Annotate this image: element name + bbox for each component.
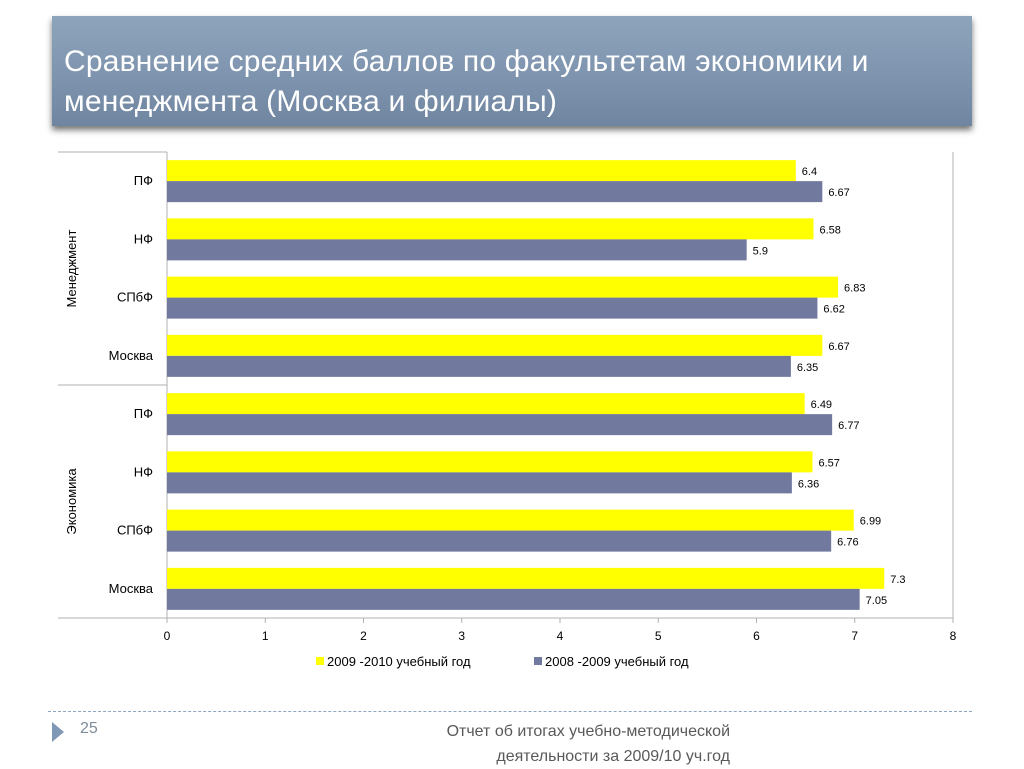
data-label: 6.35 bbox=[797, 362, 818, 374]
data-label: 6.67 bbox=[828, 341, 849, 353]
data-label: 6.83 bbox=[844, 283, 865, 295]
bar bbox=[167, 160, 796, 182]
x-tick-label: 8 bbox=[950, 629, 957, 643]
bar bbox=[167, 530, 832, 552]
category-label: НФ bbox=[134, 231, 153, 246]
page-number: 25 bbox=[80, 720, 98, 737]
bar bbox=[167, 472, 792, 494]
x-tick-label: 6 bbox=[753, 629, 760, 643]
bar bbox=[167, 355, 791, 377]
data-label: 7.3 bbox=[890, 574, 905, 586]
x-tick-label: 4 bbox=[557, 629, 564, 643]
bar bbox=[167, 239, 747, 261]
x-tick-label: 3 bbox=[458, 629, 465, 643]
data-label: 6.99 bbox=[860, 516, 881, 528]
category-label: СПбФ bbox=[117, 523, 153, 538]
bar bbox=[167, 297, 818, 319]
data-label: 6.77 bbox=[838, 420, 859, 432]
data-label: 6.76 bbox=[837, 537, 858, 549]
x-tick-label: 0 bbox=[164, 629, 171, 643]
bar bbox=[167, 451, 813, 473]
category-label: Москва bbox=[109, 348, 154, 363]
category-label: ПФ bbox=[134, 173, 153, 188]
category-label: НФ bbox=[134, 464, 153, 479]
title-bar: Сравнение средних баллов по факультетам … bbox=[52, 16, 972, 126]
data-label: 7.05 bbox=[866, 595, 887, 607]
data-label: 6.62 bbox=[823, 304, 844, 316]
data-label: 6.57 bbox=[819, 457, 840, 469]
footer-text: Отчет об итогах учебно-методической деят… bbox=[446, 723, 730, 765]
x-tick-label: 1 bbox=[262, 629, 269, 643]
footer-arrow-icon bbox=[52, 722, 64, 742]
category-label: ПФ bbox=[134, 406, 153, 421]
bar bbox=[167, 567, 885, 589]
data-label: 6.4 bbox=[802, 166, 817, 178]
bar bbox=[167, 393, 805, 415]
x-tick-label: 7 bbox=[851, 629, 858, 643]
data-label: 6.49 bbox=[811, 399, 832, 411]
footer-divider bbox=[48, 711, 972, 712]
legend-swatch bbox=[534, 657, 542, 665]
bar bbox=[167, 334, 823, 356]
x-tick-label: 5 bbox=[655, 629, 662, 643]
data-label: 6.58 bbox=[819, 224, 840, 236]
x-tick-label: 2 bbox=[360, 629, 367, 643]
data-label: 5.9 bbox=[753, 245, 768, 257]
category-label: СПбФ bbox=[117, 290, 153, 305]
group-label: Экономика bbox=[64, 468, 79, 535]
bar bbox=[167, 414, 833, 436]
slide-title: Сравнение средних баллов по факультетам … bbox=[64, 45, 869, 118]
data-label: 6.67 bbox=[828, 187, 849, 199]
group-label: Менеджмент bbox=[64, 230, 79, 308]
bar bbox=[167, 218, 814, 240]
bar bbox=[167, 509, 854, 531]
bar-chart: 0 1 2 3 4 5 6 7 8 Менеджмент Экономика ПФ 6.4 6.67 НФ 6… bbox=[58, 151, 957, 669]
legend-label: 2008 -2009 учебный год bbox=[545, 654, 689, 669]
category-label: Москва bbox=[109, 581, 154, 596]
legend-swatch bbox=[316, 657, 324, 665]
bar bbox=[167, 276, 839, 298]
bar bbox=[167, 588, 860, 610]
legend-label: 2009 -2010 учебный год bbox=[327, 654, 471, 669]
data-label: 6.36 bbox=[798, 478, 819, 490]
bar bbox=[167, 181, 823, 203]
